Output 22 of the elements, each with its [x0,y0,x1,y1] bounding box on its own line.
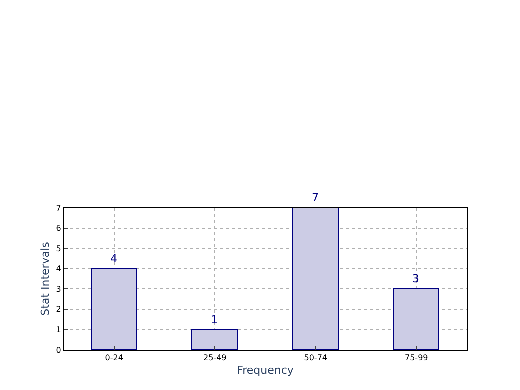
bar [191,329,238,350]
y-tick-label: 5 [56,244,62,254]
data-label: 4 [110,252,118,266]
y-tick-label: 6 [56,224,62,234]
bar [91,268,137,350]
x-tick-label: 0-24 [105,354,124,363]
y-tick-label: 1 [56,326,62,335]
y-tick-label: 3 [56,284,62,294]
x-tick-label: 75-99 [405,354,428,363]
y-axis-title: Stat Intervals [38,242,52,316]
data-label: 7 [312,192,319,204]
x-tick-label: 25-49 [204,354,227,363]
y-tick-label: 7 [56,204,62,213]
data-label: 3 [412,272,420,286]
data-label: 1 [211,314,218,326]
x-axis-title: Frequency [237,364,294,377]
x-tick-label: 50-74 [304,354,328,363]
bar [292,208,339,350]
y-tick-label: 2 [56,305,62,314]
y-tick-label: 0 [56,346,62,355]
y-tick-label: 4 [56,264,62,274]
bar [393,288,439,350]
